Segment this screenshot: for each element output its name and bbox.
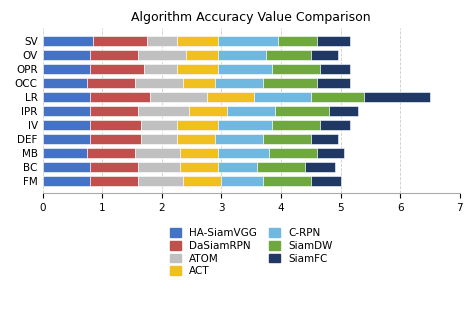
Bar — [263, 78, 317, 88]
Bar — [144, 64, 177, 74]
Title: Algorithm Accuracy Value Comparison: Algorithm Accuracy Value Comparison — [131, 11, 371, 24]
Bar — [91, 92, 150, 102]
Bar — [182, 176, 221, 186]
Bar — [141, 120, 177, 130]
Bar — [43, 176, 91, 186]
Legend: HA-SiamVGG, DaSiamRPN, ATOM, ACT, C-RPN, SiamDW, SiamFC: HA-SiamVGG, DaSiamRPN, ATOM, ACT, C-RPN,… — [170, 228, 332, 276]
Bar — [216, 78, 263, 88]
Bar — [311, 50, 337, 60]
Bar — [219, 36, 278, 46]
Bar — [91, 50, 138, 60]
Bar — [219, 120, 272, 130]
Bar — [135, 78, 182, 88]
Bar — [320, 64, 349, 74]
Bar — [317, 148, 344, 158]
Bar — [317, 36, 349, 46]
Bar — [43, 50, 91, 60]
Bar — [219, 50, 266, 60]
Bar — [317, 78, 349, 88]
Bar — [43, 106, 91, 116]
Bar — [365, 92, 430, 102]
Bar — [216, 134, 263, 144]
Bar — [43, 120, 91, 130]
Bar — [91, 162, 138, 172]
Bar — [219, 64, 272, 74]
Bar — [311, 176, 341, 186]
Bar — [91, 134, 141, 144]
Bar — [43, 36, 93, 46]
Bar — [328, 106, 358, 116]
Bar — [43, 78, 87, 88]
Bar — [138, 106, 189, 116]
Bar — [180, 162, 219, 172]
Bar — [138, 50, 186, 60]
Bar — [91, 176, 138, 186]
Bar — [91, 106, 138, 116]
Bar — [43, 134, 91, 144]
Bar — [91, 120, 141, 130]
Bar — [177, 36, 219, 46]
Bar — [278, 36, 317, 46]
Bar — [275, 106, 328, 116]
Bar — [228, 106, 275, 116]
Bar — [320, 120, 349, 130]
Bar — [43, 148, 87, 158]
Bar — [91, 64, 144, 74]
Bar — [219, 148, 269, 158]
Bar — [93, 36, 147, 46]
Bar — [182, 78, 216, 88]
Bar — [138, 176, 182, 186]
Bar — [87, 148, 135, 158]
Bar — [180, 148, 219, 158]
Bar — [263, 134, 311, 144]
Bar — [138, 162, 180, 172]
Bar — [189, 106, 228, 116]
Bar — [263, 176, 311, 186]
Bar — [43, 162, 91, 172]
Bar — [87, 78, 135, 88]
Bar — [177, 64, 219, 74]
Bar — [186, 50, 219, 60]
Bar — [305, 162, 335, 172]
Bar — [272, 64, 320, 74]
Bar — [177, 134, 216, 144]
Bar — [135, 148, 180, 158]
Bar — [311, 134, 337, 144]
Bar — [150, 92, 207, 102]
Bar — [141, 134, 177, 144]
Bar — [254, 92, 311, 102]
Bar — [207, 92, 254, 102]
Bar — [257, 162, 305, 172]
Bar — [311, 92, 365, 102]
Bar — [147, 36, 177, 46]
Bar — [219, 162, 257, 172]
Bar — [272, 120, 320, 130]
Bar — [43, 64, 91, 74]
Bar — [221, 176, 263, 186]
Bar — [266, 50, 311, 60]
Bar — [177, 120, 219, 130]
Bar — [43, 92, 91, 102]
Bar — [269, 148, 317, 158]
